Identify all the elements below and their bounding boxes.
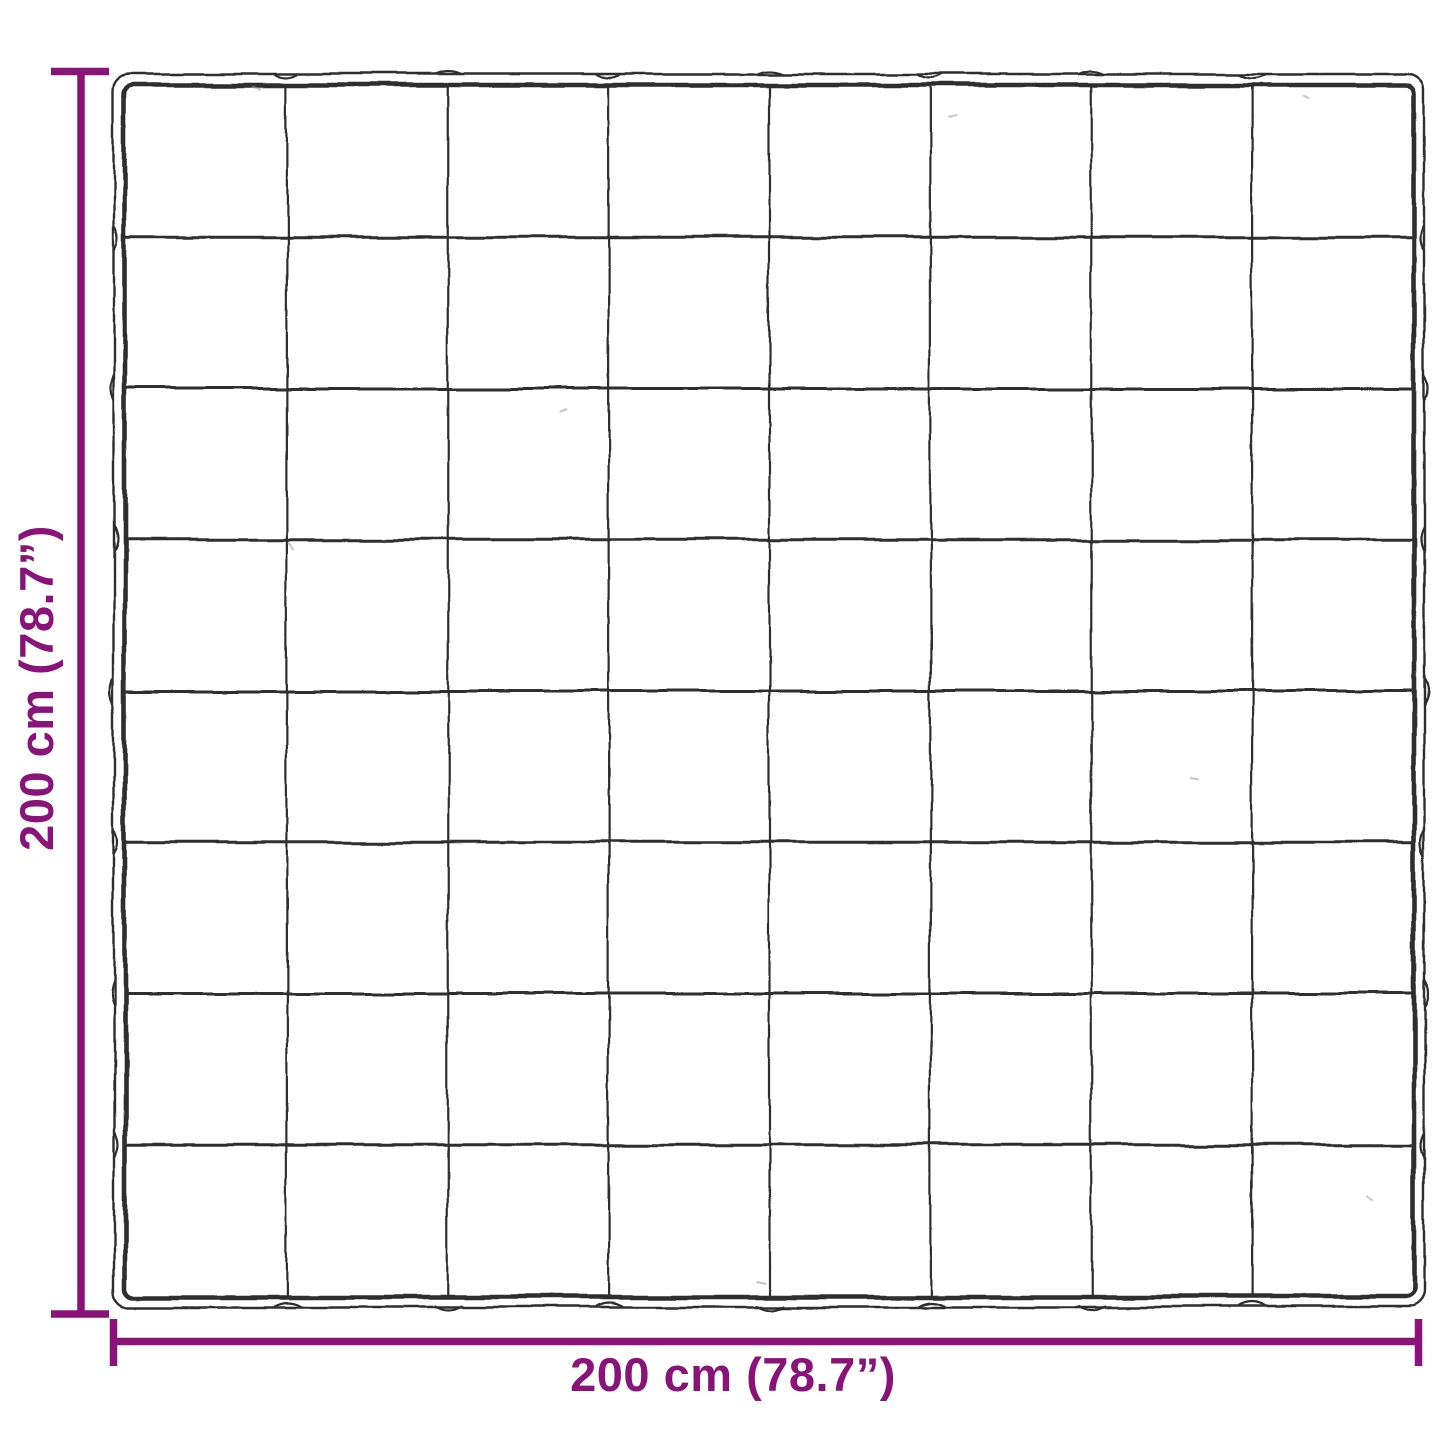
width-dimension-label: 200 cm (78.7”)	[570, 1348, 896, 1401]
fabric-specks	[251, 85, 1375, 1285]
height-dimension-line	[51, 67, 109, 1318]
width-dimension-line	[109, 1319, 1423, 1366]
quilt-grid-horizontal-seams	[124, 235, 1415, 1147]
edge-pinch-marks	[109, 69, 1430, 1312]
blanket-illustration	[109, 69, 1430, 1312]
height-dimension-label: 200 cm (78.7”)	[10, 525, 64, 851]
